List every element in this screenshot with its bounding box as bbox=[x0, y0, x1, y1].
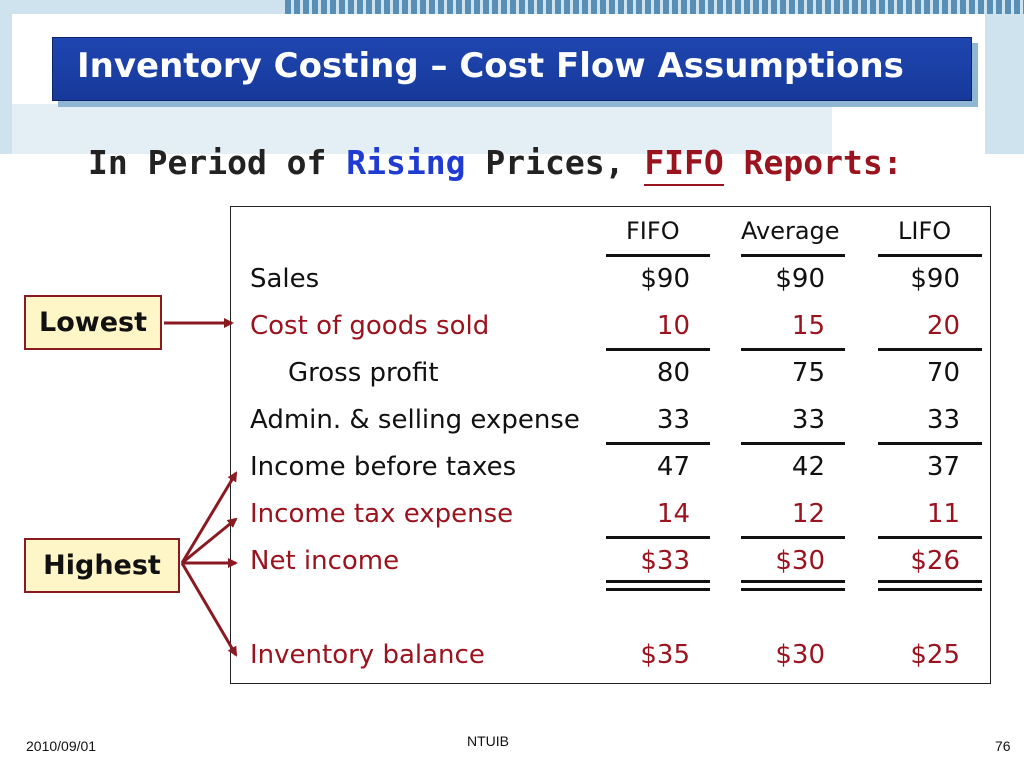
subtotal-rule bbox=[878, 536, 982, 539]
row-label-net-income: Net income bbox=[250, 546, 400, 576]
footer-page-number: 76 bbox=[995, 738, 1011, 754]
arrow-highest-inventory bbox=[180, 562, 238, 657]
cell-tax-fifo: 14 bbox=[656, 499, 690, 529]
header-rule bbox=[606, 254, 710, 257]
slide-title: Inventory Costing – Cost Flow Assumption… bbox=[77, 46, 904, 86]
subtotal-rule bbox=[741, 442, 845, 445]
subtitle-rising: Rising bbox=[346, 143, 466, 182]
cell-cogs-fifo: 10 bbox=[656, 311, 690, 341]
subtotal-rule bbox=[606, 442, 710, 445]
footer-center: NTUIB bbox=[467, 733, 509, 749]
cell-gross-profit-average: 75 bbox=[791, 358, 825, 388]
subtitle-part2: Prices, bbox=[465, 143, 645, 182]
arrow-highest-tax bbox=[181, 517, 238, 565]
row-label-cogs: Cost of goods sold bbox=[250, 311, 490, 341]
double-rule bbox=[606, 588, 710, 591]
cell-sales-average: $90 bbox=[775, 264, 825, 294]
column-header-average: Average bbox=[741, 217, 840, 245]
cell-cogs-average: 15 bbox=[791, 311, 825, 341]
cell-gross-profit-lifo: 70 bbox=[926, 358, 960, 388]
callout-lowest: Lowest bbox=[24, 295, 162, 350]
cell-admin-lifo: 33 bbox=[926, 405, 960, 435]
row-label-income-tax-expense: Income tax expense bbox=[250, 499, 514, 529]
double-rule bbox=[878, 580, 982, 583]
row-label-income-before-taxes: Income before taxes bbox=[250, 452, 517, 482]
cell-admin-average: 33 bbox=[791, 405, 825, 435]
subtotal-rule bbox=[606, 536, 710, 539]
background-lower-band bbox=[12, 104, 832, 154]
header-rule bbox=[878, 254, 982, 257]
subtitle-fifo: FIFO bbox=[644, 143, 724, 186]
cell-net-income-lifo: $26 bbox=[910, 546, 960, 576]
callout-highest: Highest bbox=[24, 538, 180, 593]
row-label-admin-selling: Admin. & selling expense bbox=[250, 405, 580, 435]
subtotal-rule bbox=[606, 348, 710, 351]
arrow-highest-ibt bbox=[180, 471, 238, 564]
background-left-band bbox=[0, 14, 12, 154]
title-bar: Inventory Costing – Cost Flow Assumption… bbox=[52, 37, 972, 101]
cell-net-income-fifo: $33 bbox=[640, 546, 690, 576]
cell-sales-lifo: $90 bbox=[910, 264, 960, 294]
background-pattern bbox=[285, 0, 1024, 14]
cell-admin-fifo: 33 bbox=[656, 405, 690, 435]
cell-ibt-average: 42 bbox=[791, 452, 825, 482]
subtotal-rule bbox=[741, 536, 845, 539]
header-rule bbox=[741, 254, 845, 257]
subtotal-rule bbox=[741, 348, 845, 351]
row-label-gross-profit: Gross profit bbox=[288, 358, 439, 388]
double-rule bbox=[878, 588, 982, 591]
subtitle-part1: In Period of bbox=[88, 143, 347, 182]
subtotal-rule bbox=[878, 442, 982, 445]
cell-inventory-fifo: $35 bbox=[640, 640, 690, 670]
cell-ibt-fifo: 47 bbox=[656, 452, 690, 482]
subtotal-rule bbox=[878, 348, 982, 351]
cell-tax-average: 12 bbox=[791, 499, 825, 529]
cell-net-income-average: $30 bbox=[775, 546, 825, 576]
cell-sales-fifo: $90 bbox=[640, 264, 690, 294]
footer-date: 2010/09/01 bbox=[26, 738, 97, 754]
subtitle-part3: Reports: bbox=[723, 143, 903, 182]
column-header-lifo: LIFO bbox=[898, 217, 952, 245]
cell-inventory-lifo: $25 bbox=[910, 640, 960, 670]
cell-ibt-lifo: 37 bbox=[926, 452, 960, 482]
double-rule bbox=[741, 588, 845, 591]
income-statement-table bbox=[230, 206, 991, 684]
cell-gross-profit-fifo: 80 bbox=[656, 358, 690, 388]
cell-tax-lifo: 11 bbox=[926, 499, 960, 529]
row-label-inventory-balance: Inventory balance bbox=[250, 640, 485, 670]
cell-inventory-average: $30 bbox=[775, 640, 825, 670]
cell-cogs-lifo: 20 bbox=[926, 311, 960, 341]
background-right-band bbox=[985, 14, 1024, 154]
column-header-fifo: FIFO bbox=[626, 217, 680, 245]
double-rule bbox=[741, 580, 845, 583]
double-rule bbox=[606, 580, 710, 583]
row-label-sales: Sales bbox=[250, 264, 320, 294]
slide-subtitle: In Period of Rising Prices, FIFO Reports… bbox=[88, 143, 903, 186]
